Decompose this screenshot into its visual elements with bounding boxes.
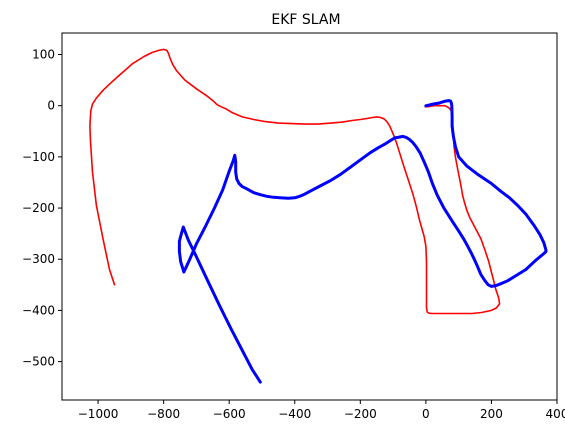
x-tick-label: 400 — [546, 407, 565, 421]
x-tick-label: 200 — [480, 407, 503, 421]
blue-trajectory-line — [177, 99, 548, 384]
axes-frame — [61, 32, 558, 401]
x-tick-label: −200 — [344, 407, 377, 421]
chart-title: EKF SLAM — [271, 12, 340, 28]
y-tick-label: 0 — [47, 99, 55, 113]
x-tick-label: 0 — [422, 407, 430, 421]
y-tick-label: −500 — [22, 355, 55, 369]
y-tick-label: −200 — [22, 201, 55, 215]
x-tick-label: −400 — [278, 407, 311, 421]
x-tick-label: −1000 — [78, 407, 119, 421]
x-tick-label: −600 — [213, 407, 246, 421]
series-layer — [89, 48, 548, 384]
plot-area — [61, 32, 558, 401]
red-trajectory-line — [89, 48, 501, 315]
y-tick-label: −100 — [22, 150, 55, 164]
y-tick-label: −300 — [22, 252, 55, 266]
y-axis: 100 0 −100 −200 −300 −400 −500 — [22, 47, 62, 369]
y-tick-label: −400 — [22, 303, 55, 317]
y-tick-label: 100 — [32, 47, 55, 61]
x-axis: −1000 −800 −600 −400 −200 0 200 400 — [78, 400, 565, 421]
x-tick-label: −800 — [147, 407, 180, 421]
